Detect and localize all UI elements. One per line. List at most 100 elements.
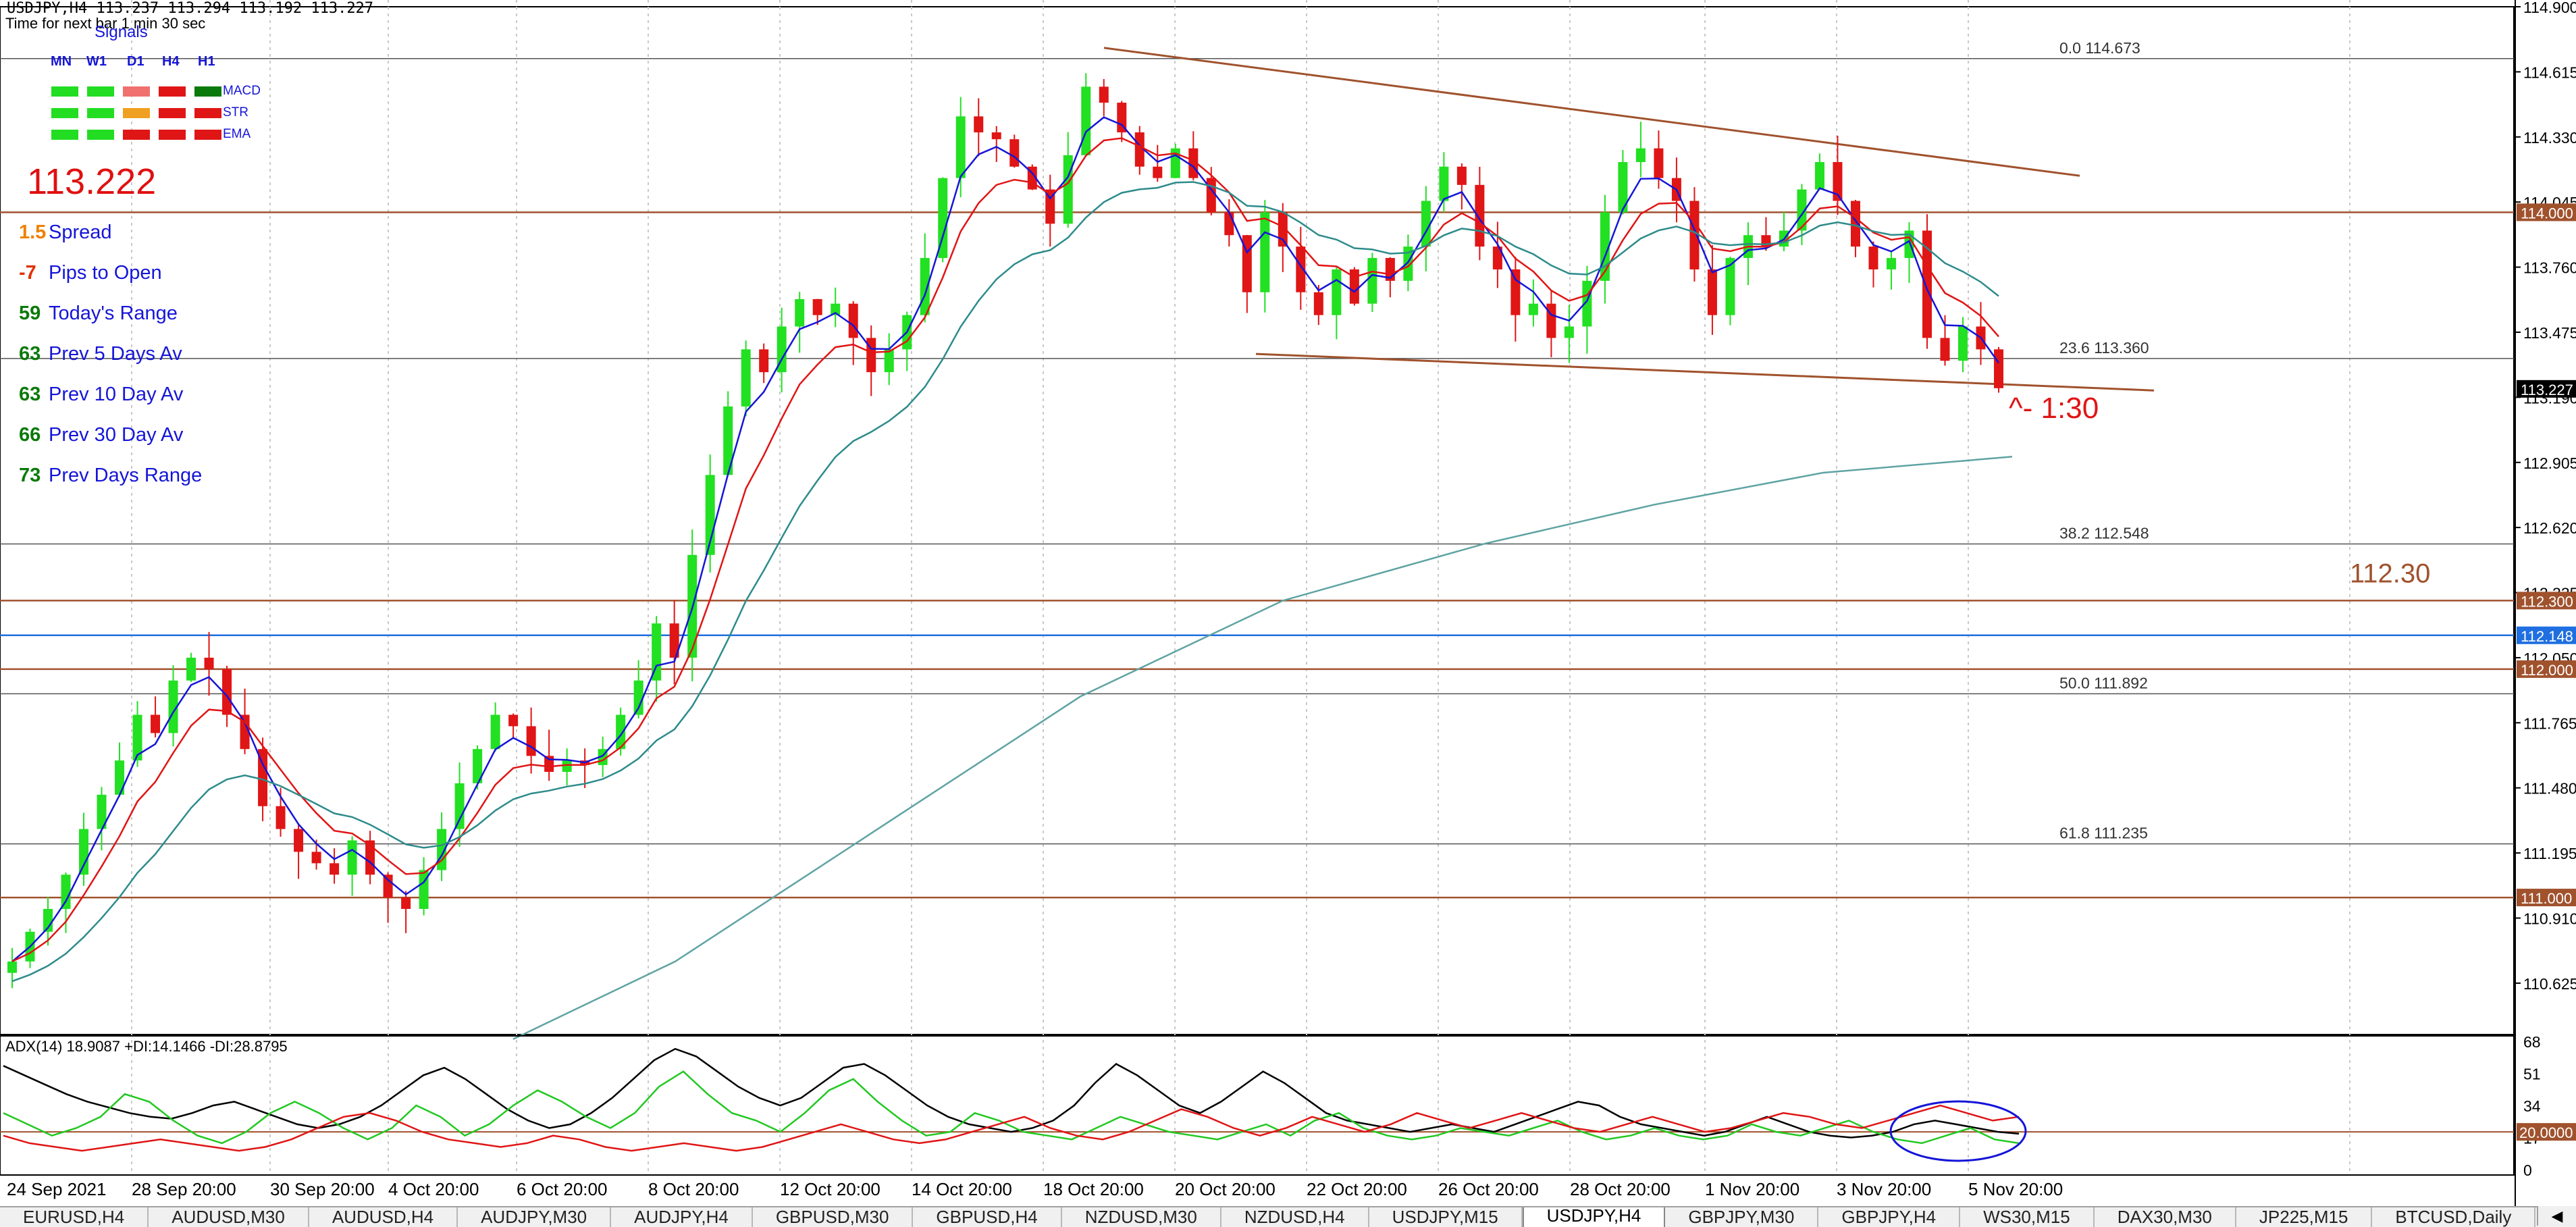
chart-tab[interactable]: NZDUSD,H4: [1221, 1207, 1369, 1227]
candle-body: [884, 349, 894, 373]
price-level-box: [2517, 626, 2576, 644]
chart-tab[interactable]: GBPJPY,H4: [1818, 1207, 1961, 1227]
price-tick-label: 112.620: [2523, 519, 2576, 537]
candle-body: [1528, 303, 1538, 315]
signal-indicator-block: [87, 130, 114, 140]
time-tick-label: 30 Sep 20:00: [270, 1179, 375, 1199]
chart-tab[interactable]: WS30,M15: [1960, 1207, 2095, 1227]
signal-row-label: MACD: [223, 84, 261, 98]
candle-body: [1940, 338, 1950, 361]
price-tick-label: 111.480: [2523, 780, 2576, 798]
price-tick-label: 114.330: [2523, 129, 2576, 147]
chart-tab[interactable]: USDJPY,H4: [1522, 1207, 1666, 1227]
candle-body: [955, 116, 966, 178]
candle-body: [168, 680, 178, 733]
current-price-label: 113.227: [2521, 382, 2573, 398]
price-level-box: [2517, 592, 2576, 610]
time-tick-label: 20 Oct 20:00: [1175, 1179, 1276, 1199]
price-level-label: 114.000: [2521, 205, 2573, 221]
main-panel-border: [0, 6, 2515, 1035]
stat-row: 59 Today's Range: [19, 303, 178, 325]
candle-body: [365, 840, 375, 875]
chart-tab[interactable]: USDJPY,M15: [1369, 1207, 1523, 1227]
chart-tab[interactable]: JP225,M15: [2236, 1207, 2373, 1227]
signal-indicator-block: [159, 108, 186, 118]
price-tick-label: 111.765: [2523, 714, 2576, 732]
chart-tab[interactable]: BTCUSD,Daily: [2372, 1207, 2536, 1227]
price-tick-label: 114.900: [2523, 0, 2576, 16]
candle-body: [848, 303, 858, 338]
time-tick-label: 18 Oct 20:00: [1043, 1179, 1144, 1199]
fib-label: 38.2 112.548: [2059, 524, 2149, 542]
signal-indicator-block: [159, 130, 186, 140]
signals-title: Signals: [95, 23, 148, 41]
candles: [7, 73, 2003, 989]
chart-tab[interactable]: DAX30,M30: [2095, 1207, 2236, 1227]
candle-body: [1654, 148, 1664, 178]
candle-body: [1313, 292, 1323, 315]
candle-body: [1099, 86, 1109, 103]
chart-tab[interactable]: AUDUSD,M30: [149, 1207, 309, 1227]
stat-value: 1.5: [19, 221, 47, 243]
chart-tab[interactable]: GBPUSD,H4: [913, 1207, 1062, 1227]
candle-body: [1689, 201, 1700, 269]
support-trendline: [1255, 353, 2155, 392]
price-tick-label: 110.625: [2523, 975, 2576, 993]
chart-tab[interactable]: AUDJPY,H4: [611, 1207, 753, 1227]
time-tick-label: 22 Oct 20:00: [1307, 1179, 1407, 1199]
adx-panel-border: [0, 1035, 2515, 1176]
chart-tab[interactable]: NZDUSD,M30: [1062, 1207, 1221, 1227]
candle-body: [401, 897, 411, 909]
candle-body: [1153, 166, 1163, 178]
price-level-box: [2517, 660, 2576, 678]
countdown-annotation: ^- 1:30: [2009, 392, 2099, 425]
signal-indicator-block: [123, 86, 150, 97]
stat-row: 1.5 Spread: [19, 221, 112, 244]
ema-slow-line: [11, 137, 1999, 962]
signal-timeframe-h1: H1: [198, 54, 215, 69]
level-annotation: 112.30: [2350, 558, 2430, 588]
time-tick-label: 1 Nov 20:00: [1705, 1179, 1799, 1199]
stat-value: -7: [19, 262, 36, 284]
stat-value: 63: [19, 384, 41, 405]
adx-line: [3, 1047, 2020, 1139]
candle-body: [1725, 258, 1735, 315]
chart-tab[interactable]: AUDJPY,M30: [458, 1207, 612, 1227]
price-tick-label: 113.760: [2523, 259, 2576, 277]
candle-body: [330, 863, 340, 875]
time-tick-label: 5 Nov 20:00: [1968, 1179, 2063, 1199]
candle-body: [1814, 161, 1824, 190]
time-tick-label: 6 Oct 20:00: [517, 1179, 607, 1199]
signal-timeframe-d1: D1: [127, 54, 144, 69]
signal-indicator-block: [123, 130, 150, 140]
price-tick-label: 112.905: [2523, 454, 2576, 472]
price-level-label: 112.000: [2521, 662, 2573, 679]
chart-tab[interactable]: GBPUSD,M30: [753, 1207, 914, 1227]
chart-tab[interactable]: AUDUSD,H4: [309, 1207, 458, 1227]
symbol-header: USDJPY,H4 113.237 113.294 113.192 113.22…: [7, 0, 374, 17]
time-tick-label: 28 Sep 20:00: [132, 1179, 236, 1199]
tab-scroll-left-icon[interactable]: ◀: [2537, 1206, 2576, 1226]
signal-indicator-block: [87, 108, 114, 118]
chart-tab[interactable]: EURUSD,H4: [0, 1207, 149, 1227]
time-tick-label: 14 Oct 20:00: [912, 1179, 1012, 1199]
chart-tab[interactable]: GBPJPY,M30: [1665, 1207, 1819, 1227]
stat-row: 66 Prev 30 Day Av: [19, 424, 183, 446]
time-tick-label: 28 Oct 20:00: [1570, 1179, 1671, 1199]
price-level-label: 112.300: [2521, 593, 2573, 610]
candle-body: [1922, 230, 1932, 338]
candle-body: [222, 669, 232, 715]
stat-label: Spread: [49, 221, 112, 243]
candle-body: [795, 298, 805, 327]
candle-body: [974, 116, 984, 133]
stat-value: 63: [19, 343, 41, 365]
adx-level-label: 20.0000: [2519, 1124, 2573, 1141]
minus-di-line: [3, 1104, 2020, 1152]
price-level-box: [2517, 203, 2576, 221]
current-price-box: [2517, 380, 2576, 398]
price-tick-label: 110.910: [2523, 910, 2576, 928]
candle-body: [1367, 258, 1377, 304]
candle-body: [831, 303, 841, 315]
